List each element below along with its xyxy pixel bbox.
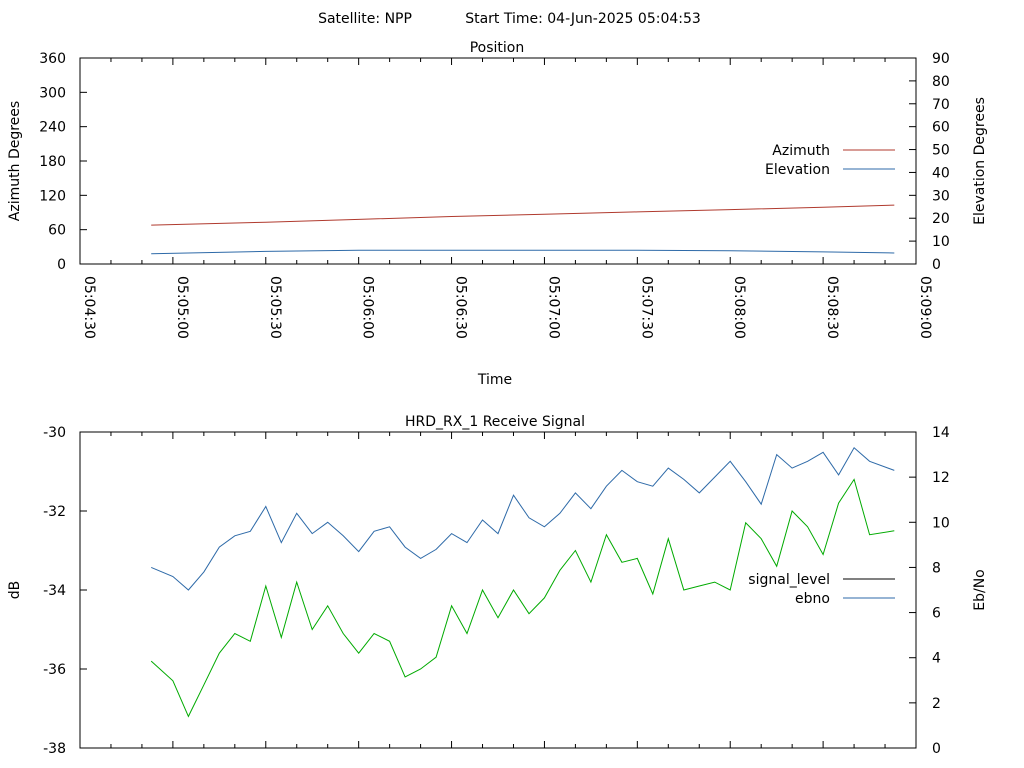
x-tick-label: 05:08:30 xyxy=(824,276,840,339)
series-line-ebno xyxy=(151,447,895,591)
y2-tick-label: 20 xyxy=(932,211,950,227)
y2-tick-label: 10 xyxy=(932,234,950,250)
series-line-Azimuth xyxy=(151,204,895,226)
y-tick-label: 0 xyxy=(57,257,66,273)
y-tick-label: -34 xyxy=(43,583,66,599)
y2-tick-label: 0 xyxy=(932,741,941,757)
x-tick-label: 05:08:00 xyxy=(731,276,747,339)
y-tick-label: 60 xyxy=(48,223,66,239)
signal-y-axis-label: dB xyxy=(7,581,23,600)
position-x-axis-label: Time xyxy=(477,372,512,388)
y-tick-label: -38 xyxy=(43,741,66,757)
signal-plot-frame xyxy=(79,431,917,749)
y2-tick-label: 60 xyxy=(932,120,950,136)
header-start-time: Start Time: 04-Jun-2025 05:04:53 xyxy=(465,11,701,27)
position-plot-frame xyxy=(79,57,917,265)
signal-axes: -38 -36 -34 -32 -30 0 2 4 6 8 10 12 14 xyxy=(43,425,950,757)
y-tick-label: 120 xyxy=(39,188,66,204)
y-tick-label: 180 xyxy=(39,154,66,170)
y2-tick-label: 6 xyxy=(932,606,941,622)
y-tick-label: -30 xyxy=(43,425,66,441)
series-line-Elevation xyxy=(151,249,895,255)
y2-tick-label: 90 xyxy=(932,51,950,67)
x-tick-label: 05:06:00 xyxy=(360,276,376,339)
legend-label: signal_level xyxy=(748,572,830,588)
y2-tick-label: 4 xyxy=(932,651,941,667)
x-tick-label: 05:09:00 xyxy=(917,276,933,339)
position-legend: Azimuth Elevation xyxy=(765,143,895,178)
position-title: Position xyxy=(470,40,525,56)
x-tick-label: 05:07:30 xyxy=(638,276,654,339)
header-satellite: Satellite: NPP xyxy=(318,11,412,27)
y2-tick-label: 0 xyxy=(932,257,941,273)
y-tick-label: 360 xyxy=(39,51,66,67)
legend-label: Azimuth xyxy=(772,143,830,159)
position-axes: 05:04:30 05:05:00 05:05:30 05:06:00 05:06:30… xyxy=(39,51,950,339)
y-tick-label: 300 xyxy=(39,85,66,101)
y2-tick-label: 80 xyxy=(932,74,950,90)
y2-tick-label: 50 xyxy=(932,143,950,159)
position-y-axis-label: Azimuth Degrees xyxy=(7,101,23,221)
x-tick-label: 05:04:30 xyxy=(81,276,97,339)
y2-tick-label: 40 xyxy=(932,165,950,181)
series-line-series-2 xyxy=(150,478,895,718)
y-tick-label: 240 xyxy=(39,120,66,136)
x-tick-label: 05:07:00 xyxy=(545,276,561,339)
y2-tick-label: 8 xyxy=(932,560,941,576)
y2-tick-label: 70 xyxy=(932,97,950,113)
legend-label: Elevation xyxy=(765,162,830,178)
y2-tick-label: 10 xyxy=(932,515,950,531)
x-tick-label: 05:05:00 xyxy=(174,276,190,339)
position-y2-axis-label: Elevation Degrees xyxy=(972,97,988,225)
y2-tick-label: 14 xyxy=(932,425,950,441)
y-tick-label: -36 xyxy=(43,662,66,678)
position-series xyxy=(151,204,895,255)
signal-series xyxy=(150,447,895,718)
legend-label: ebno xyxy=(795,591,830,607)
y2-tick-label: 2 xyxy=(932,696,941,712)
y2-tick-label: 12 xyxy=(932,470,950,486)
x-tick-label: 05:06:30 xyxy=(453,276,469,339)
signal-y2-axis-label: Eb/No xyxy=(972,569,988,611)
x-tick-label: 05:05:30 xyxy=(267,276,283,339)
signal-title: HRD_RX_1 Receive Signal xyxy=(405,414,585,430)
y2-tick-label: 30 xyxy=(932,188,950,204)
y-tick-label: -32 xyxy=(43,504,66,520)
